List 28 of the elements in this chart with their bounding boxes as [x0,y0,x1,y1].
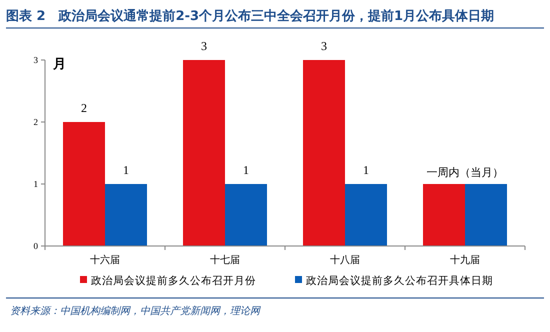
data-label: 1 [243,163,249,177]
y-axis-title: 月 [52,57,66,72]
y-tick-label: 1 [34,179,38,189]
chart-title: 图表 2 政治局会议通常提前2-3个月公布三中全会召开月份，提前1月公布具体日期 [6,8,494,24]
data-label: 1 [123,163,129,177]
legend-label: 政治局会议提前多久公布召开具体日期 [306,274,493,287]
text: 资料来源：中国机构编制网，中国共产党新闻网，理论网 [10,305,261,317]
x-tick-label: 十九届 [450,254,480,266]
bar [225,184,267,246]
annotation: 一周内（当月） [426,166,504,179]
x-tick-label: 十八届 [330,254,360,266]
y-tick-label: 0 [34,241,38,251]
x-tick-label: 十七届 [210,254,240,266]
legend-label: 政治局会议提前多久公布召开月份 [91,274,256,287]
bar [465,184,507,246]
bar [105,184,147,246]
bar [63,122,105,246]
bar [303,60,345,246]
bar [423,184,465,246]
data-label: 3 [321,39,327,53]
bar [345,184,387,246]
data-label: 3 [201,39,207,53]
y-tick-label: 3 [34,55,38,65]
bar [183,60,225,246]
x-tick-label: 十六届 [90,254,120,266]
y-tick-label: 2 [34,117,38,127]
data-label: 1 [363,163,369,177]
data-label: 2 [81,101,87,115]
